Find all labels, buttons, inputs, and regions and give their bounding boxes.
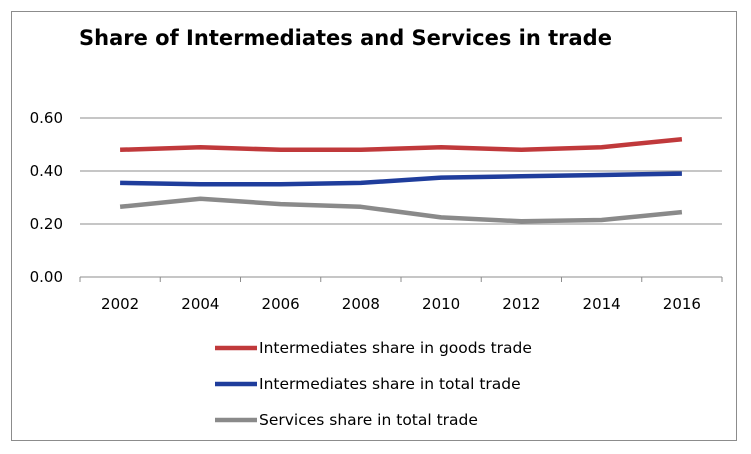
y-tick-label: 0.60 xyxy=(30,109,63,127)
x-tick-label: 2014 xyxy=(583,295,621,313)
series-line-3 xyxy=(119,196,683,224)
chart-frame xyxy=(11,11,737,441)
x-tick-label: 2016 xyxy=(663,295,701,313)
x-tick-label: 2010 xyxy=(422,295,460,313)
legend-label: Intermediates share in goods trade xyxy=(259,339,532,357)
y-tick-label: 0.00 xyxy=(30,268,63,286)
series-line-1 xyxy=(120,136,683,153)
y-tick-label: 0.20 xyxy=(30,215,63,233)
legend-label: Intermediates share in total trade xyxy=(259,375,521,393)
chart-title: Share of Intermediates and Services in t… xyxy=(79,26,612,50)
legend-label: Services share in total trade xyxy=(259,411,478,429)
x-tick-label: 2002 xyxy=(101,295,139,313)
y-tick-label: 0.40 xyxy=(30,162,63,180)
x-tick-label: 2004 xyxy=(181,295,219,313)
series-line-2 xyxy=(120,171,682,187)
x-tick-label: 2006 xyxy=(262,295,300,313)
x-tick-label: 2012 xyxy=(502,295,540,313)
x-tick-label: 2008 xyxy=(342,295,380,313)
